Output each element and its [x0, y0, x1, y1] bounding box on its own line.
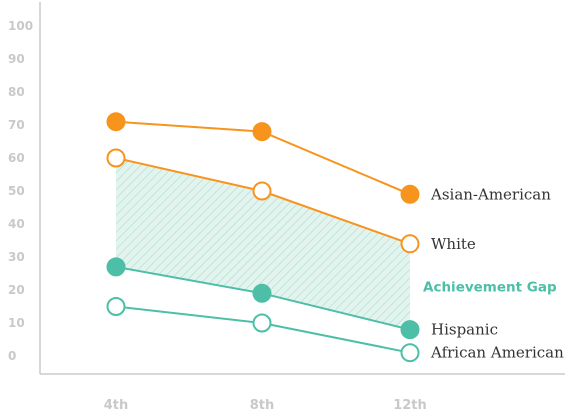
y-tick-label: 30 — [8, 250, 25, 264]
african-american-point — [400, 343, 420, 363]
hispanic-label: Hispanic — [431, 321, 498, 339]
white-point — [252, 181, 272, 201]
y-tick-label: 0 — [8, 349, 16, 363]
x-tick-label: 8th — [250, 398, 275, 412]
y-tick-label: 20 — [8, 283, 25, 297]
hispanic-point — [106, 257, 126, 277]
achievement-gap-area-layer — [116, 158, 410, 330]
y-tick-label: 70 — [8, 118, 25, 132]
white-label: White — [431, 235, 476, 253]
african-american-point — [252, 313, 272, 333]
y-tick-label: 80 — [8, 85, 25, 99]
asian-american-point — [106, 112, 126, 132]
achievement-gap-area — [116, 158, 410, 330]
hispanic-point — [400, 320, 420, 340]
y-tick-label: 50 — [8, 184, 25, 198]
asian-american-label: Asian-American — [430, 185, 551, 203]
achievement-gap-label: Achievement Gap — [423, 280, 557, 296]
african-american-point — [106, 297, 126, 316]
y-tick-label: 90 — [8, 52, 25, 66]
y-tick-label: 100 — [8, 19, 33, 33]
x-tick-label: 4th — [104, 398, 129, 412]
y-tick-label: 60 — [8, 151, 25, 165]
asian-american-point — [252, 122, 272, 142]
y-tick-label: 10 — [8, 316, 25, 330]
asian-american-point — [400, 184, 420, 204]
white-point — [106, 148, 126, 168]
y-tick-labels: 0 10 20 30 40 50 60 70 80 90 100 — [8, 19, 33, 363]
hispanic-point — [252, 283, 272, 303]
african-american-label: African American — [430, 344, 564, 362]
x-tick-labels: 4th 8th 12th — [104, 398, 427, 412]
white-point — [400, 234, 420, 254]
y-tick-label: 40 — [8, 217, 25, 231]
series-labels: Achievement Gap Asian-American White Hispan… — [423, 185, 564, 361]
series-layer — [106, 112, 420, 363]
x-tick-label: 12th — [393, 398, 427, 412]
